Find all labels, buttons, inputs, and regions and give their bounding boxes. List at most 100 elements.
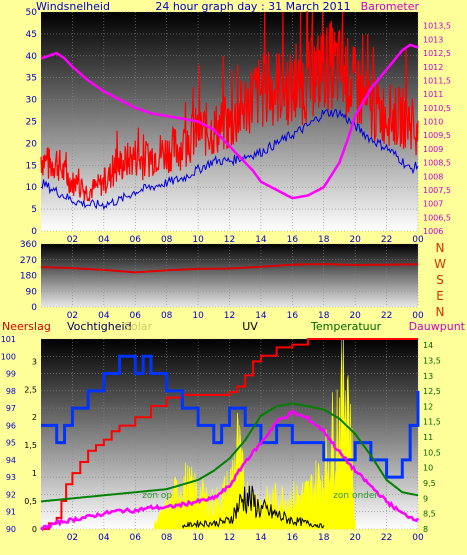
dewpoint-label: Dauwpunt [409, 320, 466, 333]
x-tick-label: 04 [98, 235, 110, 245]
wind-speed-tick-label: 50 [26, 8, 38, 18]
barometer-tick-label: 1012 [423, 63, 443, 72]
temperature-tick-label: 13,5 [423, 356, 441, 365]
direction-panel-time-axis: 02 04 06 08 10 12 14 16 18 20 22 00 [67, 311, 424, 321]
x-tick-label: 20 [349, 235, 361, 245]
x-tick-label: 18 [318, 311, 330, 321]
humidity-tick-label: 93 [6, 473, 16, 482]
wind-speed-tick-label: 25 [26, 118, 37, 128]
temperature-tick-label: 11 [423, 433, 433, 442]
x-tick-label: 22 [381, 533, 392, 543]
temperature-axis: 14 13,5 13 12,5 12 11,5 11 10,5 10 9,5 9 8,5 8 [423, 341, 441, 534]
barometer-line [40, 43, 419, 200]
x-tick-label: 22 [381, 311, 392, 321]
barometer-tick-label: 1013 [423, 35, 443, 44]
temperature-tick-label: 12,5 [423, 387, 441, 396]
humidity-tick-label: 95 [6, 439, 16, 448]
barometer-tick-label: 1009 [423, 145, 443, 154]
compass-letter: N [436, 305, 445, 319]
barometer-tick-label: 1007,5 [423, 186, 451, 195]
x-tick-label: 16 [287, 311, 299, 321]
x-tick-label: 22 [381, 235, 392, 245]
compass-letter: W [434, 257, 446, 271]
direction-tick-label: 90 [26, 287, 38, 297]
x-tick-label: 00 [412, 311, 424, 321]
x-tick-label: 08 [161, 311, 173, 321]
temperature-line [40, 402, 419, 503]
humidity-tick-label: 92 [6, 490, 16, 499]
rain-tick-label: 2,5 [24, 385, 37, 394]
uv-line [181, 485, 325, 530]
x-tick-label: 00 [412, 235, 424, 245]
compass-letter: E [436, 289, 444, 303]
barometer-tick-label: 1011,5 [423, 76, 451, 85]
humidity-line [41, 354, 420, 479]
direction-tick-label: 180 [20, 272, 37, 282]
humidity-tick-label: 99 [6, 370, 16, 379]
x-tick-label: 06 [130, 533, 142, 543]
temperature-tick-label: 12 [423, 402, 433, 411]
x-tick-label: 00 [412, 533, 424, 543]
barometer-tick-label: 1006,5 [423, 213, 451, 222]
temperature-tick-label: 9,5 [423, 479, 436, 488]
x-tick-label: 20 [349, 533, 361, 543]
x-tick-label: 18 [318, 235, 330, 245]
humidity-tick-label: 90 [6, 525, 16, 534]
solar-label: Solar [124, 320, 153, 333]
wind-speed-tick-label: 0 [31, 227, 37, 237]
x-tick-label: 02 [67, 311, 78, 321]
rain-tick-label: 0,5 [24, 497, 37, 506]
barometer-tick-label: 1013,5 [423, 22, 451, 31]
direction-panel-background [41, 244, 418, 307]
x-tick-label: 14 [255, 311, 267, 321]
wind-speed-tick-label: 30 [26, 96, 38, 106]
wind-speed-tick-label: 20 [26, 139, 38, 149]
x-tick-label: 18 [318, 533, 330, 543]
chart-title: 24 hour graph day : 31 March 2011 [155, 0, 350, 13]
solar-area [153, 338, 356, 530]
rain-panel-series [40, 338, 420, 532]
rain-tick-label: 0 [32, 525, 37, 534]
rain-panel-time-axis: 02 04 06 08 10 12 14 16 18 20 22 00 [67, 533, 424, 543]
barometer-tick-label: 1009,5 [423, 131, 451, 140]
x-tick-label: 14 [255, 235, 267, 245]
x-tick-label: 04 [98, 311, 110, 321]
wind-speed-tick-label: 35 [26, 74, 37, 84]
x-tick-label: 16 [287, 235, 299, 245]
temperature-tick-label: 10 [423, 464, 433, 473]
x-tick-label: 04 [98, 533, 110, 543]
wind-direction-line [40, 263, 418, 274]
rain-line [41, 338, 418, 530]
barometer-tick-label: 1008 [423, 172, 443, 181]
temperature-tick-label: 10,5 [423, 448, 441, 457]
humidity-label: Vochtigheid [67, 320, 132, 333]
x-tick-label: 14 [255, 533, 267, 543]
sunset-label: zon onder [333, 491, 378, 501]
barometer-axis: 1013,5 1013 1012,5 1012 1011,5 1011 1010,5 1010… [423, 22, 451, 236]
temperature-tick-label: 8 [423, 525, 428, 534]
x-tick-label: 02 [67, 533, 78, 543]
uv-label: UV [242, 320, 258, 333]
direction-axis: 360 270 180 90 0 [20, 240, 37, 313]
wind-speed-tick-label: 10 [26, 183, 38, 193]
barometer-tick-label: 1012,5 [423, 49, 451, 58]
direction-tick-label: 360 [20, 240, 37, 250]
barometer-tick-label: 1011 [423, 90, 443, 99]
wind-speed-tick-label: 45 [26, 30, 37, 40]
wind-speed-tick-label: 15 [26, 161, 37, 171]
rain-tick-label: 3 [32, 357, 37, 366]
x-tick-label: 12 [224, 311, 235, 321]
barometer-tick-label: 1008,5 [423, 159, 451, 168]
temperature-tick-label: 9 [423, 494, 428, 503]
humidity-tick-label: 96 [6, 421, 16, 430]
wind-speed-tick-label: 40 [26, 52, 38, 62]
compass-letter: S [436, 273, 444, 287]
rain-tick-label: 2 [32, 413, 37, 422]
wind-panel-time-axis: 02 04 06 08 10 12 14 16 18 20 22 00 [67, 235, 424, 245]
wind-gust-line [40, 11, 419, 202]
temperature-tick-label: 8,5 [423, 510, 436, 519]
x-tick-label: 10 [192, 533, 204, 543]
x-tick-label: 02 [67, 235, 78, 245]
